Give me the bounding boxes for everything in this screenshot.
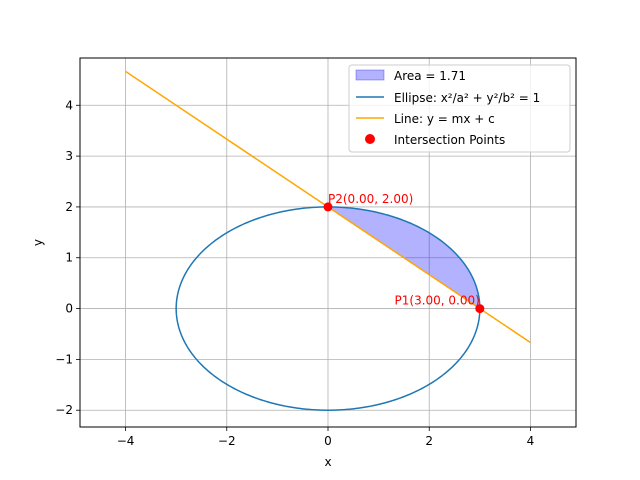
legend-points-label: Intersection Points xyxy=(394,133,505,147)
intersection-point xyxy=(475,304,485,314)
y-tick-label: −1 xyxy=(55,352,73,366)
legend-area-label: Area = 1.71 xyxy=(394,69,466,83)
x-tick-label: −4 xyxy=(117,434,135,448)
intersection-point-label: P2(0.00, 2.00) xyxy=(328,192,413,206)
y-tick-label: 1 xyxy=(65,251,73,265)
legend-ellipse-label: Ellipse: x²/a² + y²/b² = 1 xyxy=(394,91,540,105)
legend-line-label: Line: y = mx + c xyxy=(394,112,495,126)
y-tick-label: 4 xyxy=(65,98,73,112)
y-tick-label: 3 xyxy=(65,149,73,163)
ellipse-curve xyxy=(175,206,481,411)
axis-ticks: −4 −2 0 2 4 −2 −1 0 1 2 3 4 xyxy=(55,98,534,448)
x-tick-label: −2 xyxy=(218,434,236,448)
intersection-points: P1(3.00, 0.00) P2(0.00, 2.00) xyxy=(323,192,485,314)
legend-box xyxy=(348,64,571,153)
y-tick-label: −2 xyxy=(55,403,73,417)
legend-area-swatch xyxy=(355,69,385,81)
x-axis-label: x xyxy=(324,455,331,469)
y-axis-label: y xyxy=(31,239,45,246)
legend-points-swatch xyxy=(365,134,375,144)
x-tick-label: 4 xyxy=(527,434,535,448)
intersection-point xyxy=(323,202,333,212)
x-tick-label: 2 xyxy=(425,434,433,448)
legend: Area = 1.71 Ellipse: x²/a² + y²/b² = 1 L… xyxy=(348,64,571,153)
y-tick-label: 0 xyxy=(65,302,73,316)
intersection-point-label: P1(3.00, 0.00) xyxy=(395,294,480,308)
y-tick-label: 2 xyxy=(65,200,73,214)
x-tick-label: 0 xyxy=(324,434,332,448)
